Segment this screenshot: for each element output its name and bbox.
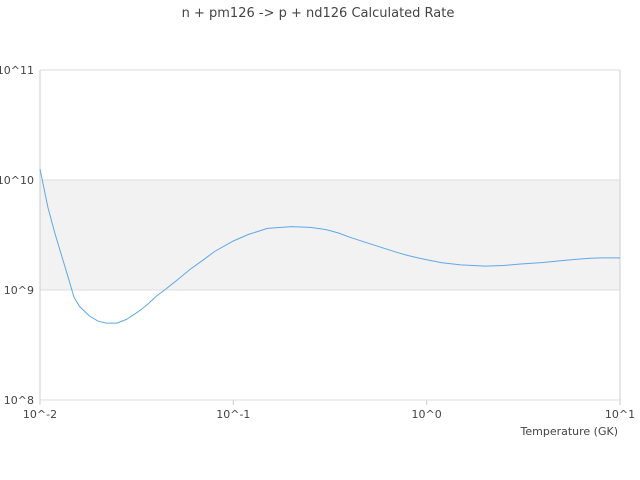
x-axis-ticks: 10^-2 10^-1 10^0 10^1	[23, 400, 635, 421]
x-axis-label: Temperature (GK)	[520, 425, 619, 438]
rate-line	[39, 168, 620, 324]
y-tick-label: 10^10	[0, 174, 34, 187]
y-tick-label: 10^8	[4, 394, 34, 407]
x-tick-label: 10^-1	[216, 408, 250, 421]
plot-area	[39, 69, 621, 401]
series-layer	[39, 168, 620, 324]
chart-title: n + pm126 -> p + nd126 Calculated Rate	[182, 6, 455, 21]
x-tick-label: 10^-2	[23, 408, 57, 421]
y-tick-label: 10^11	[0, 64, 34, 77]
shaded-band	[40, 180, 620, 290]
y-tick-label: 10^9	[4, 284, 34, 297]
x-tick-label: 10^0	[412, 408, 442, 421]
y-axis-ticks: 10^8 10^9 10^10 10^11	[0, 64, 34, 407]
x-tick-label: 10^1	[605, 408, 635, 421]
